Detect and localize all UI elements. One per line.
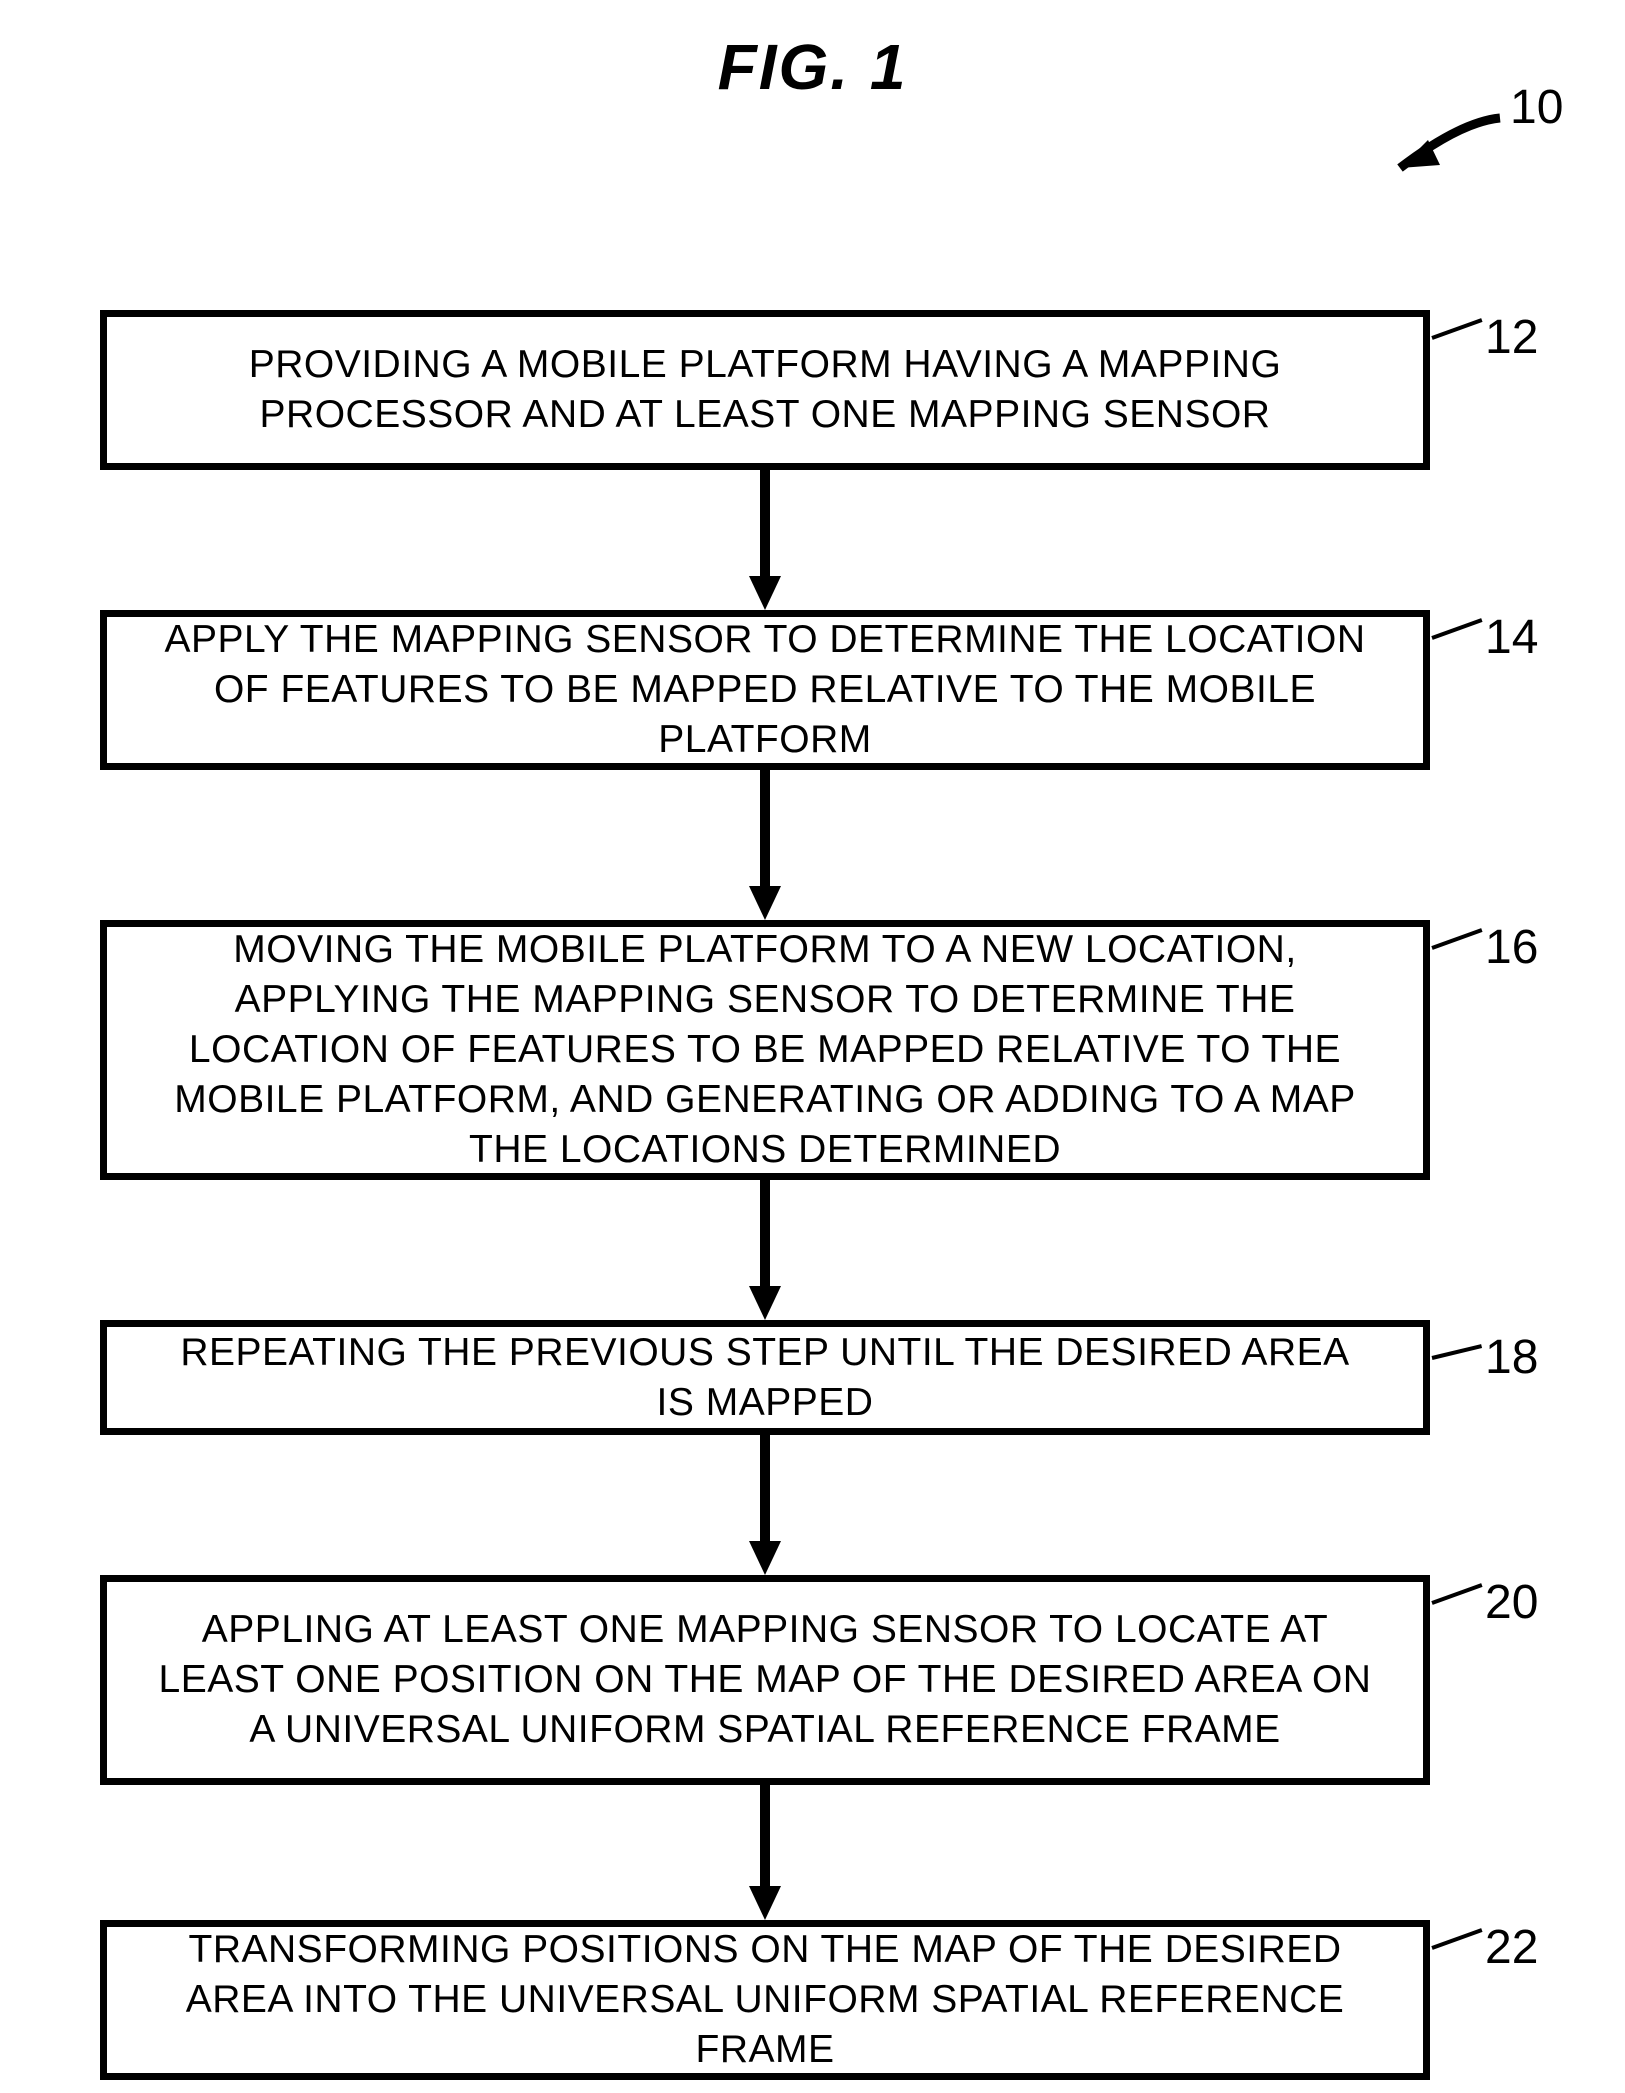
- step-16-text: MOVING THE MOBILE PLATFORM TO A NEW LOCA…: [157, 925, 1373, 1175]
- step-14-leader: [1431, 618, 1482, 640]
- pointer-label-10: 10: [1510, 80, 1563, 135]
- step-22-label: 22: [1485, 1920, 1538, 1975]
- step-12-box: PROVIDING A MOBILE PLATFORM HAVING A MAP…: [100, 310, 1430, 470]
- step-22-text: TRANSFORMING POSITIONS ON THE MAP OF THE…: [157, 1925, 1373, 2075]
- step-16-leader: [1431, 928, 1482, 950]
- step-22-box: TRANSFORMING POSITIONS ON THE MAP OF THE…: [100, 1920, 1430, 2080]
- flow-arrow-head-icon: [749, 1886, 781, 1920]
- step-20-box: APPLING AT LEAST ONE MAPPING SENSOR TO L…: [100, 1575, 1430, 1785]
- step-18-text: REPEATING THE PREVIOUS STEP UNTIL THE DE…: [157, 1328, 1373, 1428]
- flow-arrow-head-icon: [749, 886, 781, 920]
- step-22-leader: [1431, 1928, 1482, 1950]
- step-14-box: APPLY THE MAPPING SENSOR TO DETERMINE TH…: [100, 610, 1430, 770]
- step-12-label: 12: [1485, 310, 1538, 365]
- step-20-text: APPLING AT LEAST ONE MAPPING SENSOR TO L…: [157, 1605, 1373, 1755]
- flow-arrow-line: [760, 770, 770, 886]
- step-12-leader: [1431, 318, 1482, 340]
- flow-arrow-head-icon: [749, 1286, 781, 1320]
- step-18-label: 18: [1485, 1330, 1538, 1385]
- flow-arrow-line: [760, 1785, 770, 1886]
- flowchart-canvas: FIG. 1 10 PROVIDING A MOBILE PLATFORM HA…: [0, 0, 1625, 2093]
- figure-title: FIG. 1: [0, 30, 1625, 104]
- step-16-label: 16: [1485, 920, 1538, 975]
- step-20-leader: [1431, 1583, 1482, 1605]
- flow-arrow-line: [760, 470, 770, 576]
- step-14-text: APPLY THE MAPPING SENSOR TO DETERMINE TH…: [157, 615, 1373, 765]
- step-18-box: REPEATING THE PREVIOUS STEP UNTIL THE DE…: [100, 1320, 1430, 1435]
- step-18-leader: [1432, 1344, 1483, 1360]
- flow-arrow-head-icon: [749, 576, 781, 610]
- step-12-text: PROVIDING A MOBILE PLATFORM HAVING A MAP…: [157, 340, 1373, 440]
- step-16-box: MOVING THE MOBILE PLATFORM TO A NEW LOCA…: [100, 920, 1430, 1180]
- flow-arrow-line: [760, 1180, 770, 1286]
- pointer-arrow-icon: [1370, 110, 1510, 190]
- step-20-label: 20: [1485, 1575, 1538, 1630]
- step-14-label: 14: [1485, 610, 1538, 665]
- flow-arrow-head-icon: [749, 1541, 781, 1575]
- flow-arrow-line: [760, 1435, 770, 1541]
